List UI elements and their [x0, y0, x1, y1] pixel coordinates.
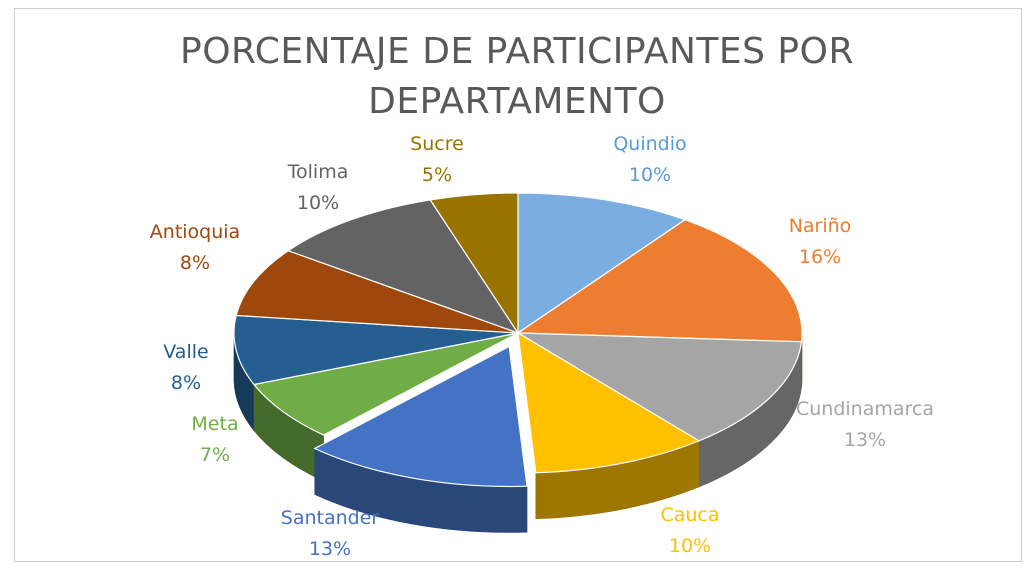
slice-percent-0: 10% — [629, 164, 671, 186]
slice-percent-8: 10% — [297, 192, 339, 214]
pie-slice-4 — [313, 345, 528, 488]
slice-percent-3: 10% — [669, 535, 711, 557]
slice-label-7: Antioquia — [150, 221, 240, 243]
slice-label-5: Meta — [191, 413, 238, 435]
slice-percent-4: 13% — [309, 538, 351, 560]
pie-slice-8 — [286, 199, 520, 335]
pie-slice-6 — [233, 314, 519, 386]
pie-slice-1 — [516, 219, 803, 343]
slice-label-0: Quindio — [613, 133, 686, 155]
slice-percent-2: 13% — [844, 429, 886, 451]
pie-slice-0 — [517, 192, 687, 335]
slice-percent-1: 16% — [799, 246, 841, 268]
slice-label-6: Valle — [163, 341, 208, 363]
slice-percent-9: 5% — [422, 164, 452, 186]
pie-slice-9 — [429, 192, 519, 336]
slice-percent-6: 8% — [171, 372, 201, 394]
chart-title-line-2: DEPARTAMENTO — [368, 81, 666, 122]
pie-slice-3 — [517, 331, 701, 474]
pie-slice-7 — [235, 250, 519, 334]
slice-label-8: Tolima — [287, 161, 349, 183]
slice-label-1: Nariño — [789, 215, 852, 237]
slice-label-9: Sucre — [410, 133, 464, 155]
pie-slice-5 — [252, 332, 519, 436]
slice-percent-7: 8% — [180, 252, 210, 274]
slice-label-4: Santander — [281, 507, 380, 529]
slice-label-3: Cauca — [660, 504, 719, 526]
slice-percent-5: 7% — [200, 444, 230, 466]
chart-title-line-1: PORCENTAJE DE PARTICIPANTES POR — [180, 31, 854, 72]
pie-slice-2 — [515, 332, 803, 442]
slice-label-2: Cundinamarca — [796, 398, 934, 420]
